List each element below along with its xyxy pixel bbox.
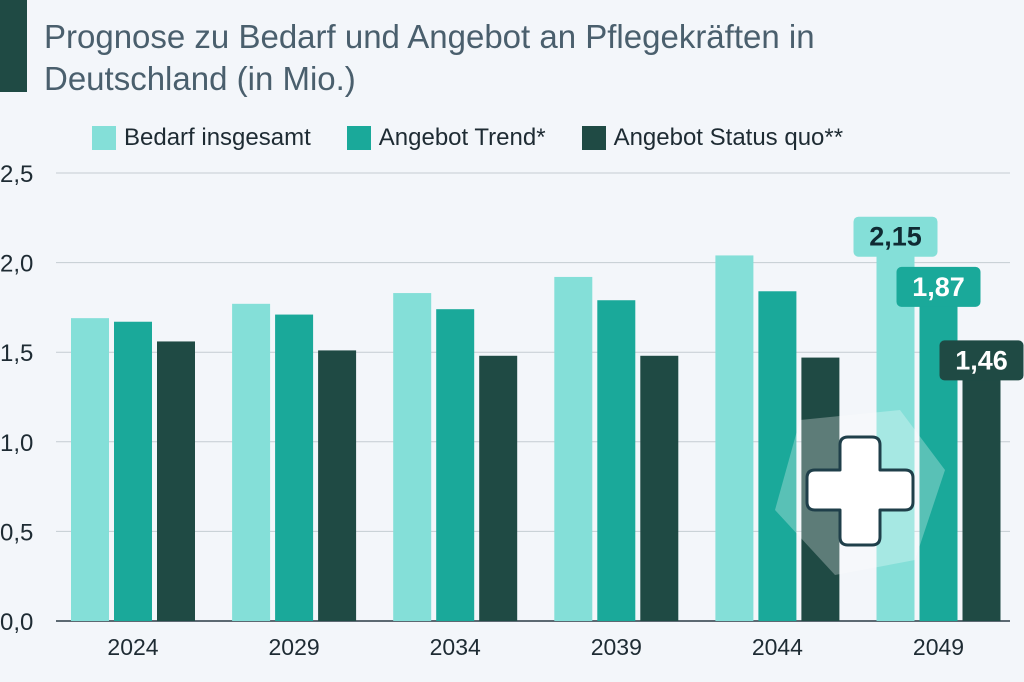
bar bbox=[318, 350, 357, 621]
bar bbox=[715, 255, 754, 621]
x-tick-label: 2034 bbox=[430, 634, 481, 660]
data-label-box bbox=[896, 266, 981, 307]
y-tick-label: 1,0 bbox=[0, 430, 33, 457]
data-label-box bbox=[853, 216, 938, 257]
x-tick-label: 2044 bbox=[752, 634, 803, 660]
data-label-box bbox=[939, 340, 1024, 381]
legend-swatch bbox=[581, 126, 606, 150]
y-tick-label: 2,5 bbox=[0, 161, 33, 188]
x-tick-label: 2039 bbox=[591, 634, 642, 660]
bar bbox=[479, 355, 518, 621]
legend-item-bedarf: Bedarf insgesamt bbox=[92, 124, 311, 152]
bar bbox=[232, 303, 271, 621]
data-label: 1,87 bbox=[912, 272, 965, 302]
y-tick-label: 0,0 bbox=[0, 609, 33, 636]
y-tick-label: 1,5 bbox=[0, 340, 33, 367]
bar bbox=[157, 341, 195, 621]
x-tick-label: 2029 bbox=[269, 634, 320, 660]
bar bbox=[554, 276, 593, 621]
bar bbox=[275, 314, 314, 621]
legend-swatch bbox=[346, 126, 371, 150]
bar bbox=[71, 318, 109, 621]
bar bbox=[597, 300, 636, 621]
y-tick-label: 0,5 bbox=[0, 519, 33, 546]
legend-label: Angebot Status quo** bbox=[613, 124, 844, 151]
y-tick-label: 2,0 bbox=[0, 251, 33, 278]
x-tick-label: 2024 bbox=[107, 634, 158, 660]
bar bbox=[758, 291, 797, 621]
legend-item-angebot-trend: Angebot Trend* bbox=[346, 124, 546, 152]
bar bbox=[393, 293, 432, 621]
bar bbox=[640, 355, 679, 621]
medical-cross-icon bbox=[775, 410, 945, 575]
legend-label: Angebot Trend* bbox=[378, 124, 546, 151]
data-label: 2,15 bbox=[869, 222, 922, 252]
chart-legend: Bedarf insgesamt Angebot Trend* Angebot … bbox=[92, 124, 879, 152]
bar bbox=[114, 321, 152, 621]
legend-item-angebot-status-quo: Angebot Status quo** bbox=[581, 124, 844, 152]
legend-swatch bbox=[92, 126, 116, 150]
bar bbox=[962, 359, 1001, 621]
data-label: 1,46 bbox=[955, 345, 1008, 375]
x-tick-label: 2049 bbox=[913, 634, 964, 660]
chart-subtitle: Prognose zu Bedarf und Angebot an Pflege… bbox=[44, 18, 815, 97]
title-accent-bar bbox=[0, 0, 27, 92]
bar bbox=[436, 309, 475, 621]
legend-label: Bedarf insgesamt bbox=[124, 124, 311, 151]
